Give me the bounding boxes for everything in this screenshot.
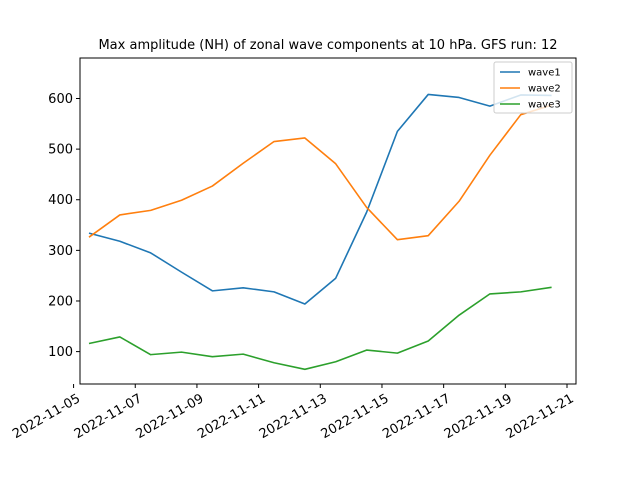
series-line-wave1 [88, 93, 552, 305]
x-tick-label: 2022-11-05 [10, 391, 83, 442]
x-tick-label: 2022-11-21 [504, 391, 577, 442]
legend-label-wave3: wave3 [528, 100, 561, 111]
legend-label-wave2: wave2 [528, 84, 561, 95]
x-axis: 2022-11-052022-11-072022-11-092022-11-11… [10, 384, 577, 442]
x-tick-label: 2022-11-19 [442, 391, 515, 442]
y-axis: 100 200 300 400 500 600 [48, 92, 80, 360]
chart-title: Max amplitude (NH) of zonal wave compone… [98, 38, 557, 53]
series-line-wave3 [88, 286, 552, 371]
y-tick-label: 400 [48, 193, 73, 208]
x-tick-label: 2022-11-15 [319, 391, 392, 442]
x-tick-label: 2022-11-17 [380, 391, 453, 442]
y-tick-label: 300 [48, 244, 73, 259]
y-tick-label: 200 [48, 294, 73, 309]
x-tick-label: 2022-11-13 [257, 391, 330, 442]
legend-label-wave1: wave1 [528, 68, 561, 79]
y-tick-label: 600 [48, 92, 73, 107]
x-tick-label: 2022-11-07 [72, 391, 145, 442]
series-line-wave2 [88, 104, 552, 241]
x-tick-label: 2022-11-09 [134, 391, 207, 442]
y-tick-label: 100 [48, 345, 73, 360]
legend-box [493, 61, 573, 114]
x-tick-label: 2022-11-11 [195, 391, 268, 442]
y-tick-label: 500 [48, 143, 73, 158]
plot-area [79, 57, 577, 385]
series-layer [88, 93, 552, 371]
legend: wave1 wave2 wave3 [493, 61, 573, 114]
